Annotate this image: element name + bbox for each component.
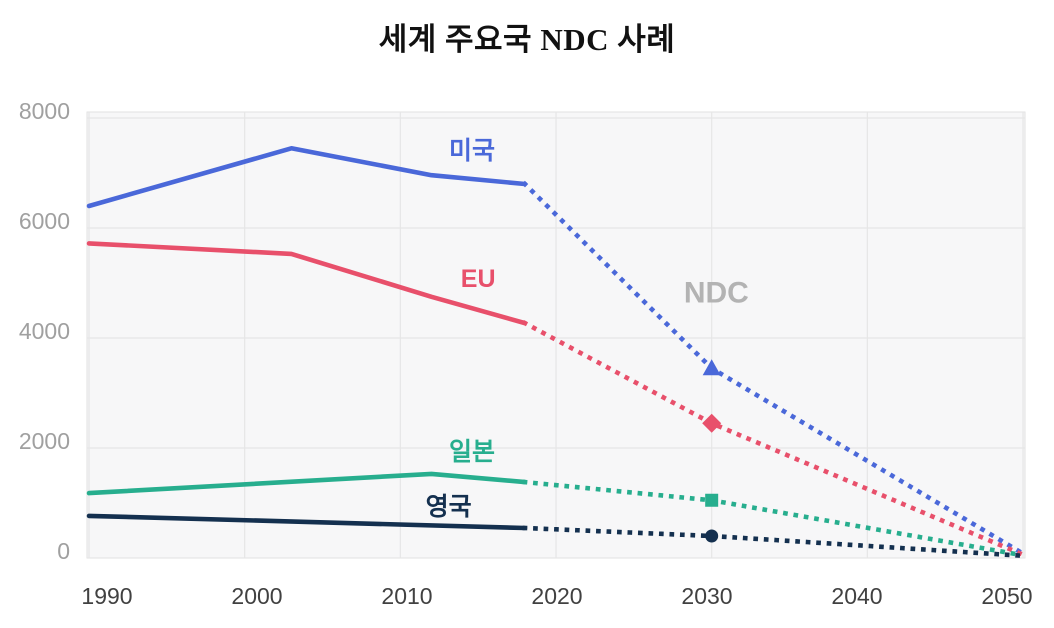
eu-diamond-marker	[702, 413, 722, 433]
y-tick-4000: 4000	[19, 318, 70, 344]
y-tick-6000: 6000	[19, 208, 70, 234]
series-uk-solid-line	[86, 513, 528, 531]
series-eu-label: EU	[461, 265, 496, 293]
x-tick-2010: 2010	[381, 583, 432, 609]
series-japan-label: 일본	[449, 438, 495, 466]
y-tick-8000: 8000	[19, 98, 70, 124]
japan-square-marker	[705, 493, 719, 507]
x-tick-1990: 1990	[81, 583, 132, 609]
x-tick-2030: 2030	[681, 583, 732, 609]
series-japan-solid-line	[86, 471, 528, 496]
x-tick-2040: 2040	[831, 583, 882, 609]
series-uk-label: 영국	[426, 493, 472, 521]
usa-triangle-marker	[702, 359, 721, 376]
x-tick-2000: 2000	[231, 583, 282, 609]
series-usa-label: 미국	[449, 137, 495, 165]
y-tick-0: 0	[57, 538, 70, 564]
series-eu-solid-line	[86, 241, 528, 326]
series-usa-solid-line	[86, 146, 528, 209]
chart-title: 세계 주요국 NDC 사례	[378, 22, 676, 57]
y-tick-2000: 2000	[19, 428, 70, 454]
x-tick-2020: 2020	[531, 583, 582, 609]
uk-circle-marker	[705, 529, 719, 543]
x-tick-2050: 2050	[981, 583, 1032, 609]
ndc-annotation: NDC	[684, 276, 749, 309]
